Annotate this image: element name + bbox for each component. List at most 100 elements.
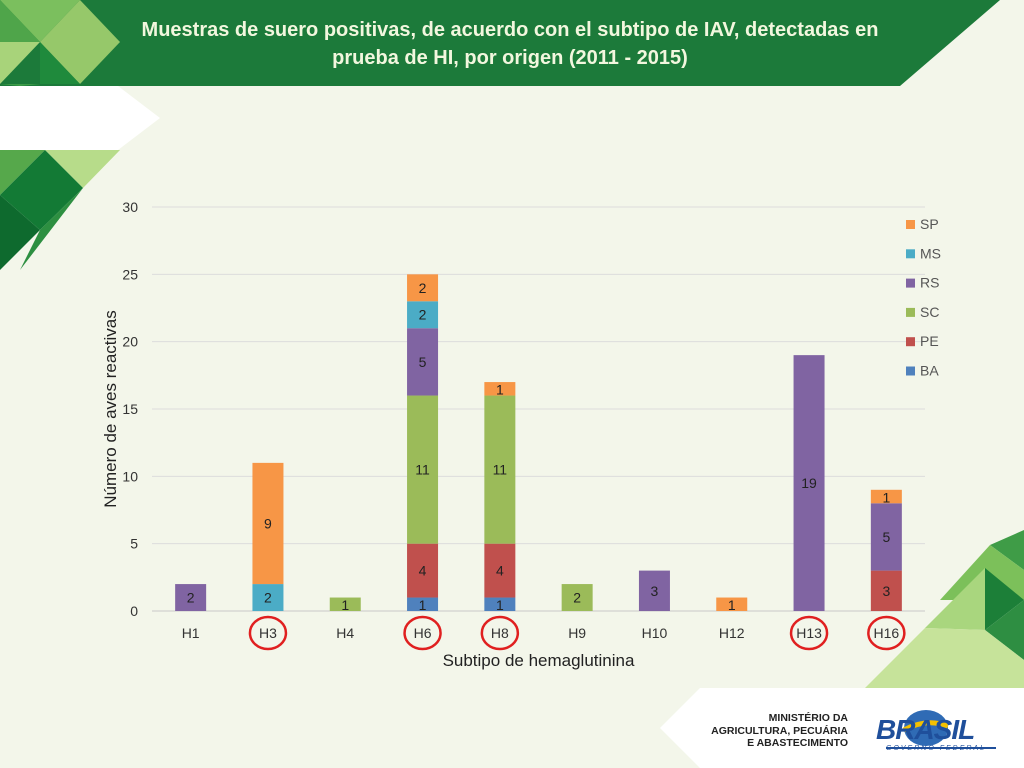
data-label: 4: [419, 563, 427, 579]
bar-segment: [329, 597, 361, 611]
bar-segment: [407, 597, 439, 611]
bar-segment: [716, 597, 748, 611]
deco-tile: [865, 628, 1024, 688]
brasil-logo-subtext: GOVERNO FEDERAL: [886, 745, 987, 752]
legend-swatch: [906, 337, 915, 347]
deco-tile: [925, 568, 985, 630]
data-label: 5: [419, 354, 427, 370]
x-axis-title: Subtipo de hemaglutinina: [443, 651, 635, 670]
chart-title: Muestras de suero positivas, de acuerdo …: [141, 19, 879, 69]
legend-swatch: [906, 220, 915, 229]
deco-tile: [990, 530, 1024, 570]
highlight-circle: [867, 615, 906, 651]
bar-segment: [407, 274, 439, 302]
highlight-circle: [480, 615, 520, 651]
data-label: 2: [573, 590, 581, 606]
deco-tile: [20, 188, 83, 270]
bar-segment: [407, 328, 439, 396]
title-banner: [0, 0, 1000, 86]
ministry-line: MINISTÉRIO DA: [768, 712, 848, 724]
data-label: 5: [882, 529, 890, 545]
bar-segment: [252, 584, 284, 611]
x-tick-label: H4: [336, 625, 354, 641]
x-tick-label: H13: [796, 625, 822, 641]
data-label: 2: [187, 590, 195, 606]
data-label: 19: [801, 475, 817, 491]
data-label: 4: [496, 563, 504, 579]
data-label: 2: [419, 280, 427, 296]
x-tick-label: H10: [642, 625, 668, 641]
white-arrow: [0, 86, 160, 150]
highlight-circle: [248, 615, 288, 651]
y-tick-label: 15: [122, 401, 138, 417]
x-tick-label: H6: [414, 625, 432, 641]
data-label: 9: [264, 515, 272, 531]
ministry-line: E ABASTECIMENTO: [747, 737, 848, 749]
y-tick-label: 0: [130, 603, 138, 619]
highlight-circle: [789, 615, 829, 651]
ministry-line: AGRICULTURA, PECUÁRIA: [711, 724, 848, 737]
bar-segment: [484, 543, 516, 598]
x-tick-label: H8: [491, 625, 509, 641]
data-label: 3: [651, 583, 659, 599]
data-label: 2: [264, 590, 272, 606]
legend-swatch: [906, 278, 915, 288]
bar-segment: [407, 395, 439, 544]
legend-label: SP: [920, 216, 939, 232]
data-label: 1: [419, 597, 427, 613]
data-label: 1: [882, 489, 890, 505]
x-tick-label: H1: [182, 625, 200, 641]
legend-swatch: [906, 366, 915, 376]
legend-swatch: [906, 307, 915, 317]
y-tick-label: 20: [122, 334, 138, 350]
ministry-name: MINISTÉRIO DA AGRICULTURA, PECUÁRIA E AB…: [708, 712, 848, 750]
y-axis-title: Número de aves reactivas: [101, 310, 120, 507]
legend-swatch: [906, 249, 915, 259]
deco-tile: [0, 0, 80, 42]
legend-label: MS: [920, 245, 941, 261]
x-tick-label: H3: [259, 625, 277, 641]
bar-segment: [870, 570, 902, 611]
deco-tile: [40, 42, 80, 84]
bar-segment: [407, 543, 439, 598]
y-tick-label: 10: [122, 468, 138, 484]
globe-icon: [886, 710, 996, 749]
data-label: 1: [728, 597, 736, 613]
data-label: 2: [419, 307, 427, 323]
deco-tile: [0, 195, 40, 270]
x-tick-label: H12: [719, 625, 745, 641]
x-tick-label: H9: [568, 625, 586, 641]
deco-tile: [0, 42, 40, 84]
deco-tile: [985, 568, 1024, 630]
data-label: 1: [496, 597, 504, 613]
legend-label: BA: [920, 363, 939, 379]
x-tick-label: H16: [874, 625, 900, 641]
data-label: 3: [882, 583, 890, 599]
y-tick-label: 5: [130, 536, 138, 552]
legend-label: SC: [920, 304, 939, 320]
legend-label: RS: [920, 275, 939, 291]
y-tick-label: 30: [122, 199, 138, 215]
bar-segment: [407, 301, 439, 329]
data-label: 1: [341, 597, 349, 613]
footer-logos: MINISTÉRIO DA AGRICULTURA, PECUÁRIA E AB…: [708, 708, 1008, 758]
deco-tile: [0, 0, 40, 42]
bar-segment: [484, 597, 516, 611]
deco-tile: [0, 150, 83, 230]
bar-segment: [175, 584, 207, 611]
brasil-logo-text: BRASIL: [876, 714, 975, 745]
bar-segment: [484, 395, 516, 544]
bar-segment: [484, 382, 516, 396]
deco-tile: [45, 150, 120, 188]
deco-tile: [0, 84, 40, 86]
bar-segment: [870, 503, 902, 571]
highlight-circle: [403, 615, 442, 651]
bar-segment: [638, 570, 670, 611]
deco-tile: [985, 600, 1024, 660]
bar-segment: [561, 584, 593, 611]
bar-segment: [870, 489, 902, 504]
data-label: 11: [493, 462, 508, 478]
data-label: 1: [496, 382, 504, 398]
